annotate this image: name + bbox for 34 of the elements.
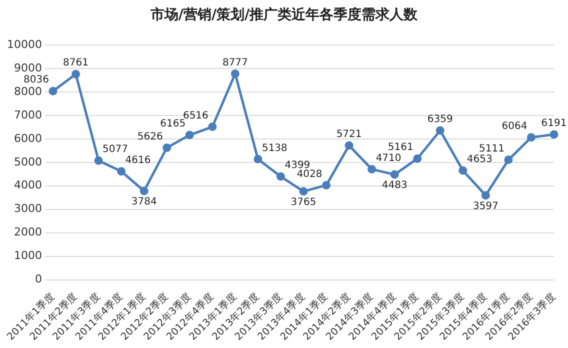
data-label: 3597: [472, 200, 498, 212]
y-tick-label: 7000: [14, 108, 42, 122]
data-label: 3765: [290, 196, 316, 208]
data-label: 6359: [427, 114, 453, 126]
y-tick-label: 6000: [14, 132, 42, 145]
y-tick-label: 9000: [14, 61, 42, 74]
data-label: 3784: [131, 196, 157, 208]
data-label: 6165: [160, 118, 186, 130]
data-label: 4028: [296, 168, 322, 180]
data-label: 8761: [63, 58, 88, 69]
y-tick-label: 3000: [14, 202, 42, 216]
data-label: 5161: [388, 142, 414, 154]
y-tick-label: 10000: [6, 38, 42, 51]
data-label: 5626: [137, 131, 163, 142]
data-label: 5111: [479, 143, 504, 154]
y-tick-label: 8000: [14, 84, 42, 98]
y-tick-label: 0: [34, 272, 42, 286]
data-label: 4483: [382, 180, 408, 192]
y-tick-label: 2000: [14, 226, 42, 239]
data-label: 6064: [502, 121, 528, 132]
data-label: 5138: [262, 142, 288, 154]
data-label: 4710: [376, 152, 402, 164]
chart-title: 市场/营销/策划/推广类近年各季度需求人数: [149, 6, 419, 24]
data-label: 5721: [336, 129, 362, 140]
data-label: 4616: [125, 155, 151, 166]
data-label: 8036: [24, 74, 49, 86]
y-tick-label: 1000: [14, 249, 42, 262]
data-label: 6191: [541, 118, 567, 130]
data-label: 6516: [182, 110, 208, 122]
y-tick-label: 5000: [14, 155, 42, 168]
y-tick-label: 4000: [14, 178, 42, 192]
data-label: 5077: [102, 144, 128, 156]
data-label: 8777: [222, 57, 248, 68]
data-label: 4653: [466, 154, 492, 166]
